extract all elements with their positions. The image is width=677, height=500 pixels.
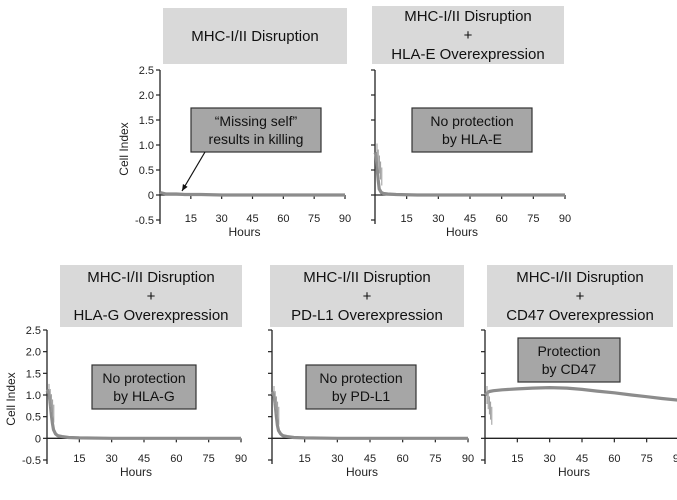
x-tick-label: 75 bbox=[429, 453, 441, 465]
x-tick-label: 60 bbox=[608, 453, 620, 465]
annotation-text: by CD47 bbox=[542, 361, 597, 377]
x-tick-label: 15 bbox=[185, 213, 197, 225]
x-tick-label: 45 bbox=[464, 213, 476, 225]
series-line bbox=[483, 386, 677, 402]
panel-title: PD-L1 Overexpression bbox=[291, 307, 443, 324]
x-tick-label: 60 bbox=[170, 453, 182, 465]
x-tick-label: 75 bbox=[641, 453, 653, 465]
y-axis-label: Cell Index bbox=[4, 372, 18, 425]
y-tick-label: 1.0 bbox=[26, 390, 41, 402]
annotation-text: results in killing bbox=[209, 131, 304, 147]
x-tick-label: 75 bbox=[308, 213, 320, 225]
annotation-text: by PD-L1 bbox=[332, 388, 391, 404]
annotation-box bbox=[190, 107, 322, 153]
y-tick-label: -0.5 bbox=[22, 455, 41, 467]
y-axis-label: Cell Index bbox=[117, 122, 131, 175]
panel-title-box bbox=[487, 265, 673, 327]
x-tick-label: 30 bbox=[331, 453, 343, 465]
x-tick-label: 15 bbox=[73, 453, 85, 465]
x-tick-label: 15 bbox=[401, 213, 413, 225]
panel-title: HLA-E Overexpression bbox=[391, 46, 544, 63]
panel-title: HLA-G Overexpression bbox=[73, 307, 228, 324]
y-tick-label: -0.5 bbox=[135, 215, 154, 227]
annotation-text: “Missing self” bbox=[215, 113, 298, 129]
series-line bbox=[159, 190, 345, 197]
chart-panel-2: MHC-I/II Disruption + HLA-E Overexpression… bbox=[371, 6, 571, 239]
annotation-box bbox=[517, 337, 621, 383]
chart-panel-3: MHC-I/II Disruption + HLA-G Overexpression… bbox=[4, 265, 247, 479]
x-tick-label: 60 bbox=[397, 453, 409, 465]
x-tick-label: 15 bbox=[299, 453, 311, 465]
y-tick-label: 2.5 bbox=[139, 65, 154, 77]
panel-title-box bbox=[60, 265, 242, 327]
x-axis-label: Hours bbox=[446, 225, 478, 239]
y-tick-label: 0.5 bbox=[26, 412, 41, 424]
x-tick-label: 90 bbox=[235, 453, 247, 465]
x-tick-label: 15 bbox=[511, 453, 523, 465]
y-tick-label: 1.5 bbox=[139, 115, 154, 127]
x-tick-label: 75 bbox=[203, 453, 215, 465]
x-tick-label: 75 bbox=[527, 213, 539, 225]
y-tick-label: 0 bbox=[35, 433, 41, 445]
annotation-text: by HLA-G bbox=[113, 388, 174, 404]
panel-title: + bbox=[464, 27, 473, 44]
x-tick-label: 90 bbox=[339, 213, 351, 225]
panel-title-box bbox=[270, 265, 464, 327]
x-tick-label: 30 bbox=[106, 453, 118, 465]
panel-title: + bbox=[147, 288, 156, 305]
chart-panel-1: MHC-I/II Disruption 2.5 2.0 1.5 1.0 0.5 0 -0.5 1… bbox=[117, 8, 351, 239]
x-tick-label: 45 bbox=[246, 213, 258, 225]
y-tick-label: 1.5 bbox=[26, 368, 41, 380]
annotation-box bbox=[411, 107, 533, 153]
y-tick-label: 2.0 bbox=[26, 347, 41, 359]
x-tick-label: 45 bbox=[138, 453, 150, 465]
y-tick-label: 2.5 bbox=[26, 325, 41, 337]
panel-title: MHC-I/II Disruption bbox=[516, 269, 644, 286]
x-tick-label: 30 bbox=[544, 453, 556, 465]
panel-title-box bbox=[163, 8, 347, 64]
x-tick-label: 90 bbox=[462, 453, 474, 465]
x-tick-label: 45 bbox=[576, 453, 588, 465]
annotation-text: No protection bbox=[319, 370, 402, 386]
annotation-arrow bbox=[181, 151, 206, 192]
x-tick-label: 30 bbox=[432, 213, 444, 225]
chart-panel-5: MHC-I/II Disruption + CD47 Overexpression 1… bbox=[481, 265, 677, 479]
x-axis-label: Hours bbox=[120, 465, 152, 479]
annotation-box bbox=[305, 364, 417, 410]
x-axis-label: Hours bbox=[228, 225, 260, 239]
x-axis-label: Hours bbox=[558, 465, 590, 479]
x-tick-label: 60 bbox=[496, 213, 508, 225]
panel-title: MHC-I/II Disruption bbox=[404, 8, 532, 25]
y-tick-label: 0.5 bbox=[139, 165, 154, 177]
annotation-text: No protection bbox=[102, 370, 185, 386]
annotation-arrowhead bbox=[182, 184, 188, 191]
panel-title-box bbox=[372, 6, 564, 64]
panel-title: MHC-I/II Disruption bbox=[191, 28, 319, 45]
panel-title: MHC-I/II Disruption bbox=[87, 269, 215, 286]
series-line bbox=[373, 151, 565, 197]
x-tick-label: 90 bbox=[673, 453, 677, 465]
x-tick-label: 90 bbox=[559, 213, 571, 225]
panel-title: + bbox=[576, 288, 585, 305]
chart-panel-4: MHC-I/II Disruption + PD-L1 Overexpression… bbox=[268, 265, 474, 479]
x-tick-label: 45 bbox=[364, 453, 376, 465]
y-tick-label: 2.0 bbox=[139, 90, 154, 102]
annotation-text: by HLA-E bbox=[442, 131, 502, 147]
x-axis-label: Hours bbox=[346, 465, 378, 479]
panel-title: + bbox=[363, 288, 372, 305]
panel-title: MHC-I/II Disruption bbox=[303, 269, 431, 286]
annotation-text: Protection bbox=[537, 343, 600, 359]
y-tick-label: 0 bbox=[148, 190, 154, 202]
annotation-box bbox=[91, 364, 197, 410]
x-tick-label: 60 bbox=[277, 213, 289, 225]
y-tick-label: 1.0 bbox=[139, 140, 154, 152]
annotation-text: No protection bbox=[430, 113, 513, 129]
panel-title: CD47 Overexpression bbox=[506, 307, 654, 324]
x-tick-label: 30 bbox=[216, 213, 228, 225]
